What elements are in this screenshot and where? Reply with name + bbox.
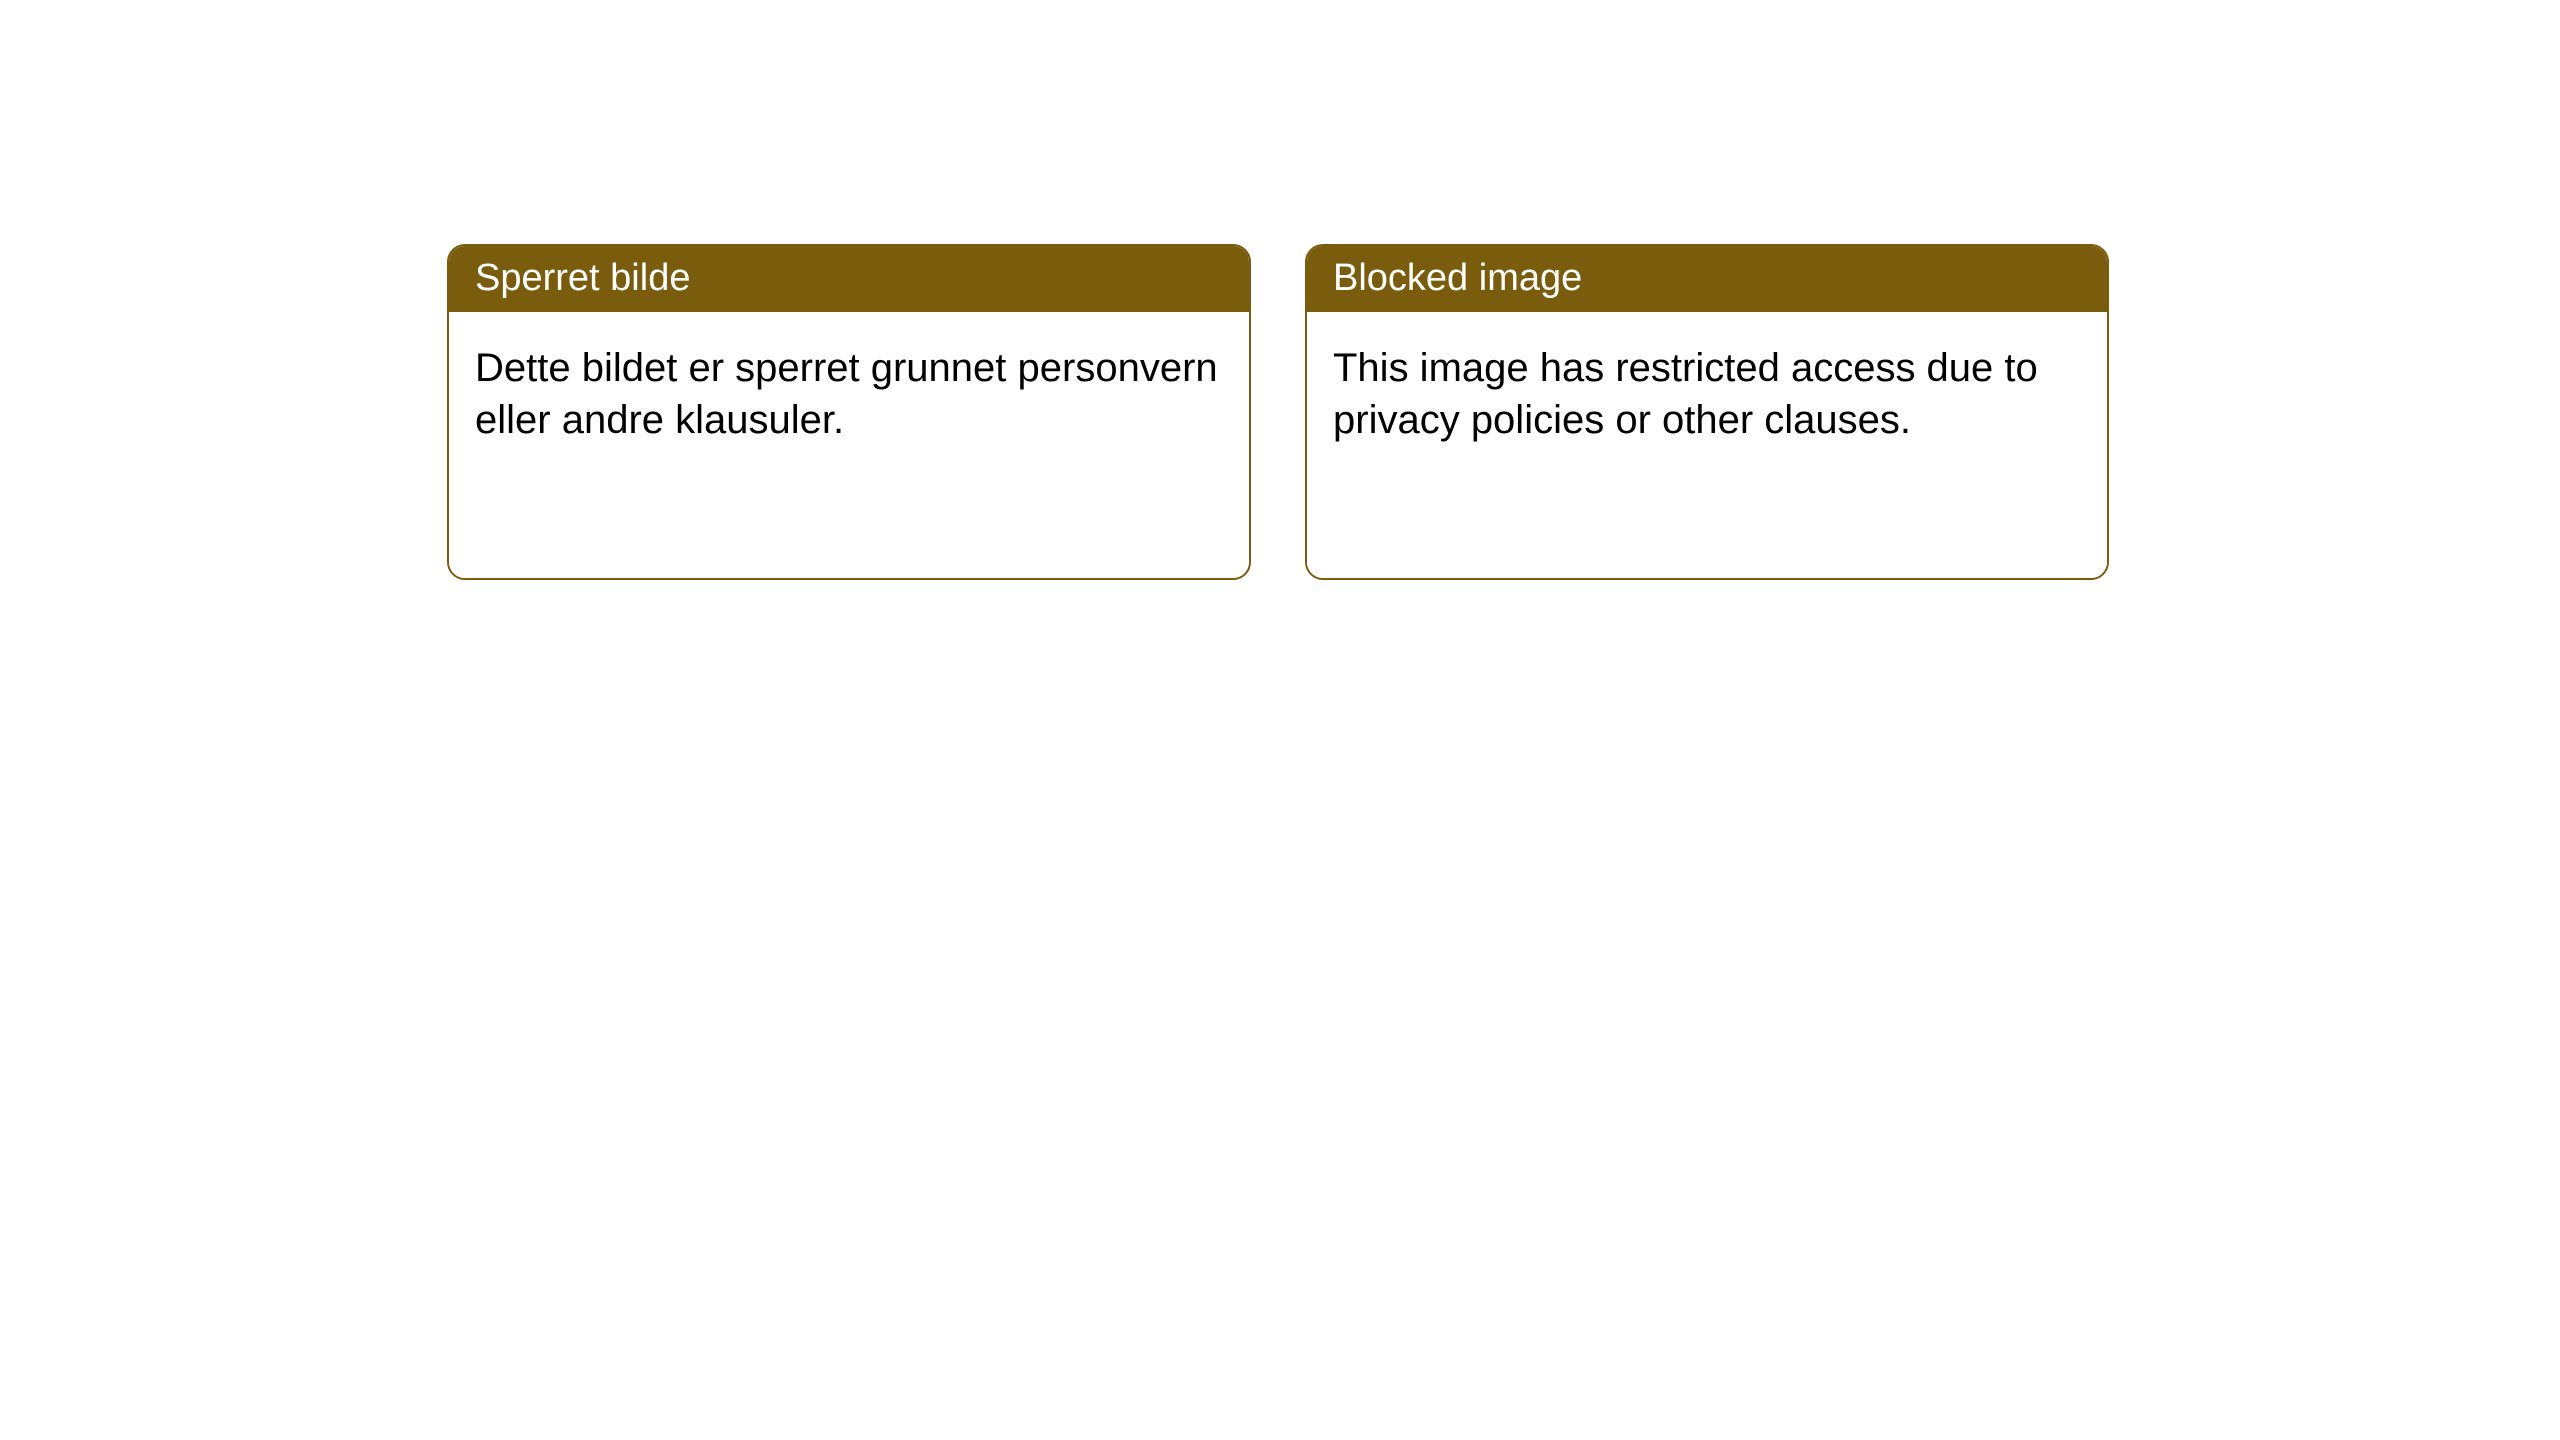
notice-text: This image has restricted access due to … [1333, 346, 2038, 442]
notice-text: Dette bildet er sperret grunnet personve… [475, 346, 1218, 442]
notice-box-english: Blocked image This image has restricted … [1305, 244, 2109, 580]
notices-container: Sperret bilde Dette bildet er sperret gr… [447, 244, 2109, 580]
notice-body: Dette bildet er sperret grunnet personve… [449, 312, 1249, 578]
notice-title: Blocked image [1333, 257, 1582, 299]
notice-body: This image has restricted access due to … [1307, 312, 2107, 578]
notice-box-norwegian: Sperret bilde Dette bildet er sperret gr… [447, 244, 1251, 580]
notice-header: Blocked image [1307, 246, 2107, 312]
notice-header: Sperret bilde [449, 246, 1249, 312]
notice-title: Sperret bilde [475, 257, 690, 299]
